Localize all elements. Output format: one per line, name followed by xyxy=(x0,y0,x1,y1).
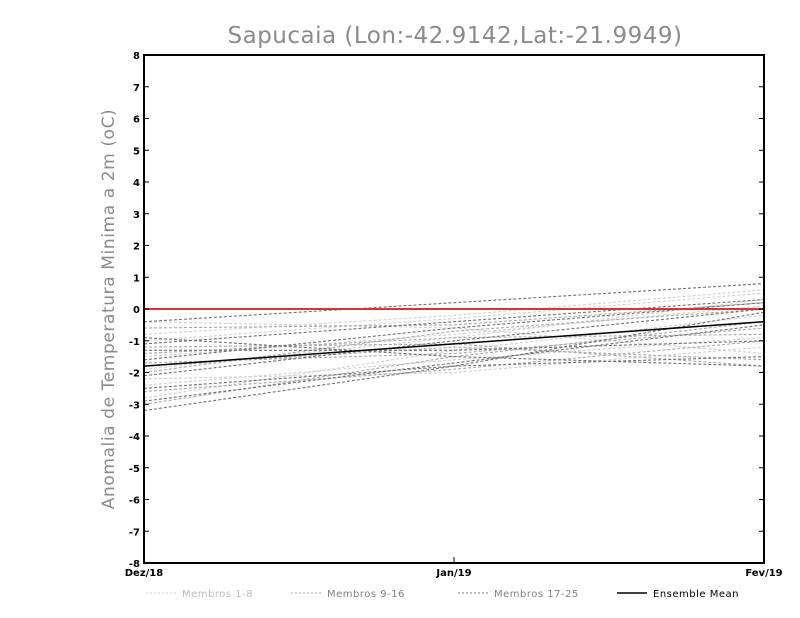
member-line-12 xyxy=(143,340,765,393)
ensemble-mean-line xyxy=(143,320,765,367)
y-tick-label: 5 xyxy=(133,146,140,157)
member-line-6 xyxy=(143,305,765,358)
legend-label: Ensemble Mean xyxy=(653,589,739,600)
y-axis-label: Anomalia de Temperatura Minima a 2m (oC) xyxy=(99,109,119,510)
member-line-11 xyxy=(143,327,765,364)
member-line-24 xyxy=(144,340,765,351)
x-tick-label: Fev/19 xyxy=(745,568,782,579)
y-tick-label: 7 xyxy=(133,83,140,94)
member-line-16 xyxy=(143,346,765,367)
member-line-1 xyxy=(143,292,765,342)
y-tick-label: -1 xyxy=(129,337,140,348)
y-tick-label: -3 xyxy=(129,400,140,411)
member-line-19 xyxy=(143,298,765,345)
legend-label: Membros 17-25 xyxy=(494,589,579,600)
y-tick-label: -7 xyxy=(129,527,140,538)
member-line-22 xyxy=(143,302,765,361)
plot-lines xyxy=(143,283,765,412)
member-line-20 xyxy=(143,356,765,389)
member-line-14 xyxy=(143,321,765,405)
x-tick-label: Dez/18 xyxy=(125,568,164,579)
y-tick-label: 0 xyxy=(133,305,140,316)
y-tick-label: -2 xyxy=(129,369,140,380)
legend: Membros 1-8 Membros 9-16 Membros 17-25 Ense… xyxy=(146,589,739,600)
y-tick-label: -5 xyxy=(129,464,140,475)
y-tick-label: 4 xyxy=(133,178,140,189)
member-line-25 xyxy=(143,324,765,402)
y-tick-label: -8 xyxy=(129,559,140,570)
y-axis-ticks: -8 -7 -6 -5 -4 -3 -2 -1 0 1 2 3 4 5 6 7 8 xyxy=(129,51,764,570)
member-line-5 xyxy=(143,314,765,399)
y-tick-label: 6 xyxy=(133,115,140,126)
legend-label: Membros 1-8 xyxy=(182,589,253,600)
x-tick-label: Jan/19 xyxy=(435,568,471,579)
y-tick-label: 8 xyxy=(133,51,140,62)
member-line-8 xyxy=(143,289,765,335)
member-line-17 xyxy=(143,283,765,323)
y-tick-label: 2 xyxy=(133,242,140,253)
member-line-15 xyxy=(143,333,765,355)
member-line-13 xyxy=(143,302,765,329)
member-line-18 xyxy=(143,311,765,412)
y-tick-label: -4 xyxy=(129,432,140,443)
member-line-21 xyxy=(143,337,765,367)
y-tick-label: 3 xyxy=(133,210,140,221)
member-line-23 xyxy=(143,308,765,377)
legend-label: Membros 9-16 xyxy=(327,589,405,600)
member-line-2 xyxy=(143,337,765,386)
x-axis-ticks: Dez/18 Jan/19 Fev/19 xyxy=(125,557,783,579)
member-line-10 xyxy=(143,308,765,374)
chart-title: Sapucaia (Lon:-42.9142,Lat:-21.9949) xyxy=(228,23,683,49)
y-tick-label: 1 xyxy=(133,273,140,284)
y-tick-label: -6 xyxy=(129,496,140,507)
